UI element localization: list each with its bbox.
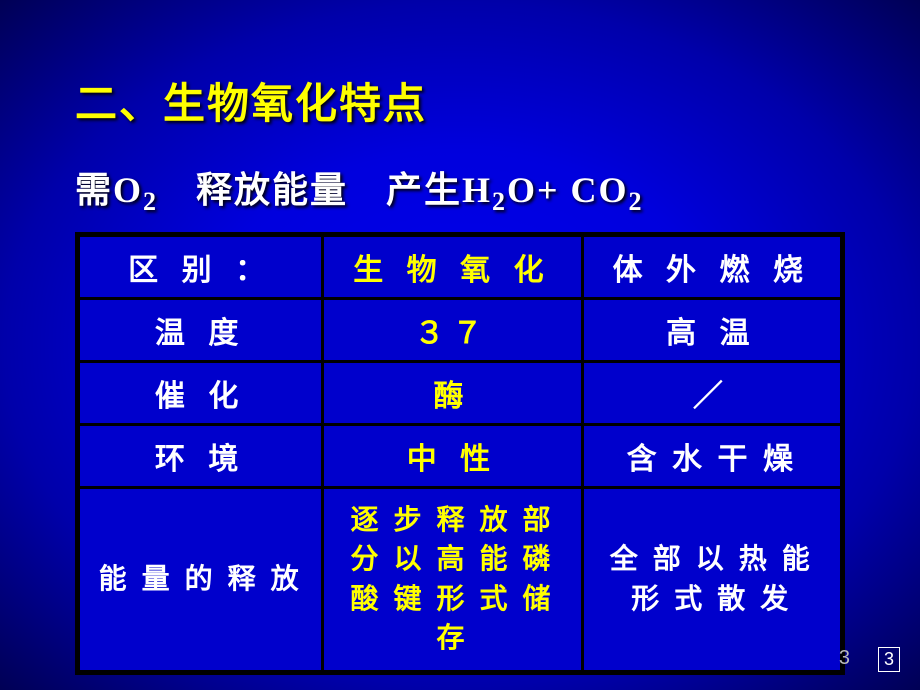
row-energy-label: 能 量 的 释 放: [80, 489, 321, 670]
row-temperature-bio: ３７: [324, 300, 580, 360]
row-environment-bio: 中 性: [324, 426, 580, 486]
table-row: 温 度 ３７ 高 温: [80, 300, 840, 360]
table-header-row: 区 别 ： 生 物 氧 化 体 外 燃 烧: [80, 237, 840, 297]
row-energy-bio: 逐 步 释 放 部 分 以 高 能 磷 酸 键 形 式 储 存: [324, 489, 580, 670]
comparison-table: 区 别 ： 生 物 氧 化 体 外 燃 烧 温 度 ３７ 高 温 催 化 酶 ／…: [77, 234, 843, 673]
row-environment-combustion: 含 水 干 燥: [584, 426, 840, 486]
page-corner-indicator: 3: [878, 647, 900, 672]
row-energy-combustion: 全 部 以 热 能 形 式 散 发: [584, 489, 840, 670]
table-row: 能 量 的 释 放 逐 步 释 放 部 分 以 高 能 磷 酸 键 形 式 储 …: [80, 489, 840, 670]
page-number: 3: [839, 647, 850, 670]
row-catalysis-label: 催 化: [80, 363, 321, 423]
table-row: 环 境 中 性 含 水 干 燥: [80, 426, 840, 486]
row-environment-label: 环 境: [80, 426, 321, 486]
row-temperature-combustion: 高 温: [584, 300, 840, 360]
comparison-table-wrapper: 区 别 ： 生 物 氧 化 体 外 燃 烧 温 度 ３７ 高 温 催 化 酶 ／…: [75, 232, 845, 675]
row-catalysis-bio: 酶: [324, 363, 580, 423]
subtitle: 需O2 释放能量 产生H2O+ CO2: [75, 161, 845, 217]
header-distinction: 区 别 ：: [80, 237, 321, 297]
header-bio-oxidation: 生 物 氧 化: [324, 237, 580, 297]
row-catalysis-combustion: ／: [584, 363, 840, 423]
table-row: 催 化 酶 ／: [80, 363, 840, 423]
row-temperature-label: 温 度: [80, 300, 321, 360]
header-external-combustion: 体 外 燃 烧: [584, 237, 840, 297]
section-title: 二、生物氧化特点: [75, 70, 845, 131]
